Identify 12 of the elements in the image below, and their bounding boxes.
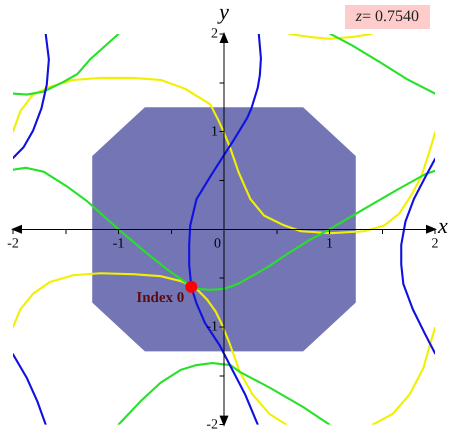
x-tick-label: 0 (214, 236, 221, 252)
x-tick-label: 2 (432, 236, 438, 252)
text: z= 0.7540 (344, 5, 430, 29)
x-tick-label: 1 (326, 236, 333, 252)
y-axis-title: y (217, 0, 230, 24)
y-tick-label: 1 (211, 124, 218, 140)
annotation: Index 0 (136, 290, 184, 306)
x-tick-label: -2 (7, 236, 19, 252)
y-tick-label: -2 (206, 417, 218, 432)
x-axis-title: x (437, 213, 448, 238)
x-tick-label: -1 (112, 236, 124, 252)
y-tick-label: 2 (211, 26, 218, 42)
